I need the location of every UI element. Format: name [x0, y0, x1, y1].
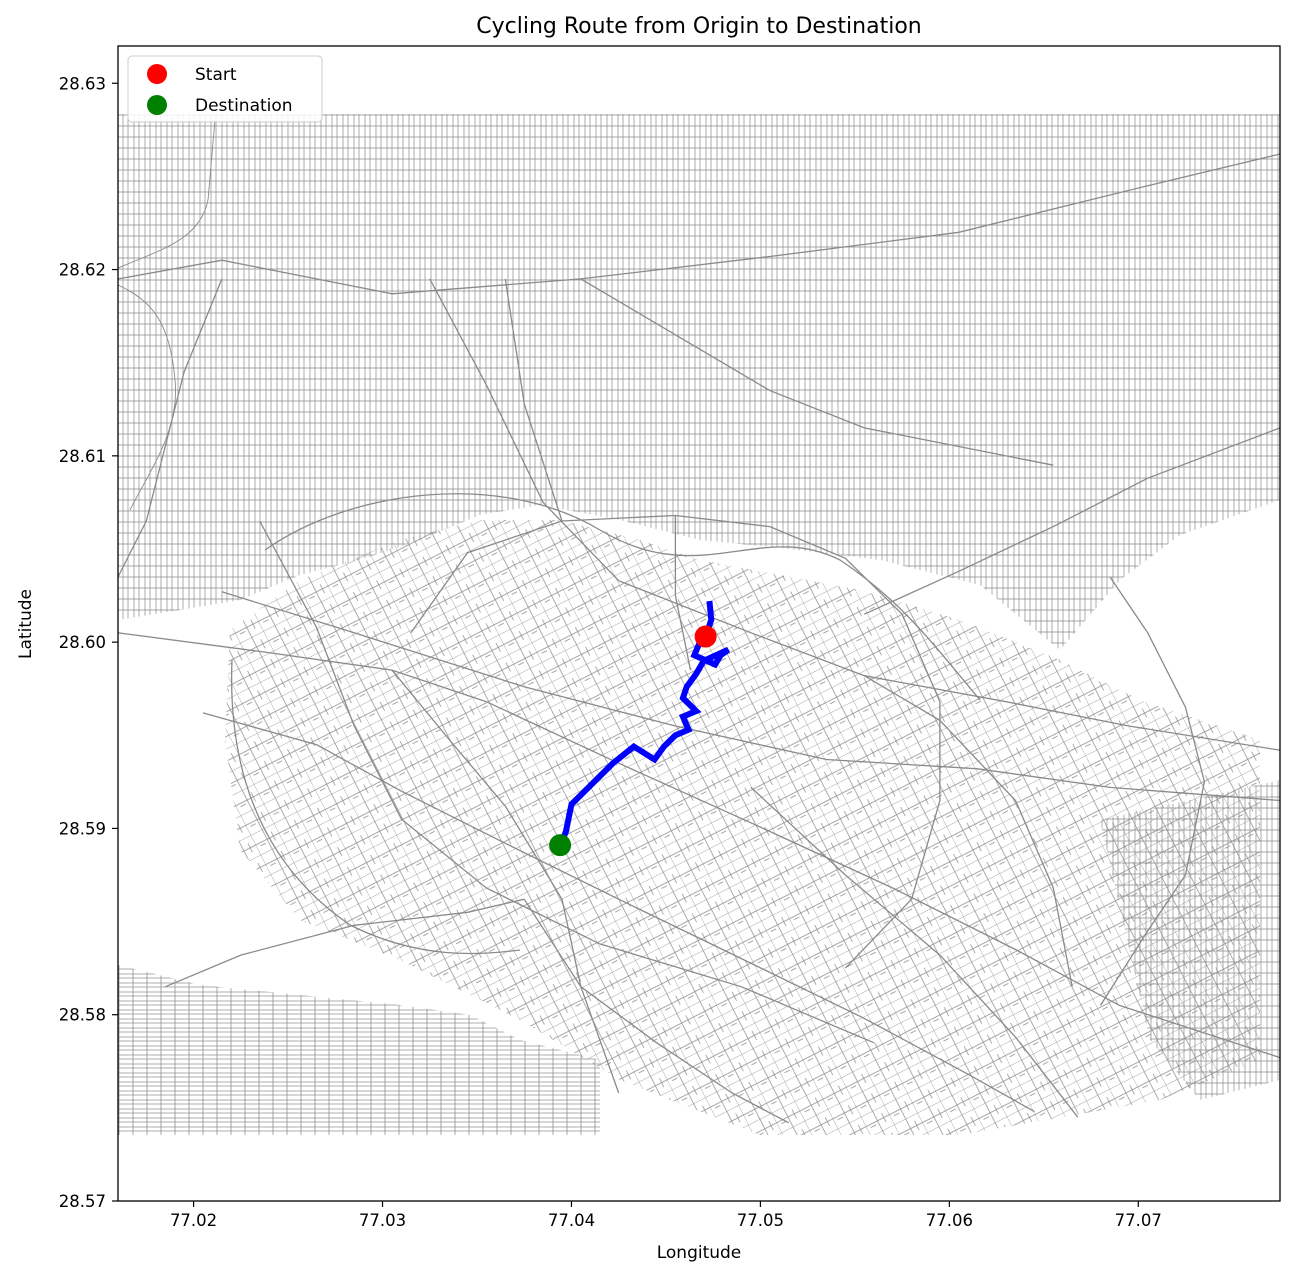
major-road-network: [118, 153, 1280, 1124]
y-tick-label: 28.60: [59, 633, 106, 652]
major-road: [164, 898, 525, 988]
y-tick-label: 28.57: [59, 1192, 106, 1211]
y-axis-ticks: 28.57 28.58 28.59 28.60 28.61 28.62 28.63: [59, 74, 118, 1211]
legend-destination-label: Destination: [195, 96, 293, 116]
start-marker: [694, 625, 717, 648]
y-tick-label: 28.61: [59, 447, 106, 466]
y-tick-label: 28.62: [59, 261, 106, 280]
major-road: [429, 278, 1280, 751]
destination-marker: [549, 834, 572, 857]
major-road: [523, 898, 790, 1124]
y-axis-label: Latitude: [16, 589, 36, 659]
ring-road: [264, 493, 981, 701]
route-layer: [549, 600, 731, 857]
x-tick-label: 77.03: [359, 1211, 406, 1230]
legend-box: [127, 55, 323, 123]
x-tick-label: 77.02: [170, 1211, 217, 1230]
x-tick-label: 77.05: [737, 1211, 784, 1230]
y-tick-label: 28.59: [59, 819, 106, 838]
legend: Start Destination: [127, 55, 323, 123]
major-road: [750, 786, 1079, 1118]
axes-frame: [117, 45, 1281, 1202]
x-tick-label: 77.04: [548, 1211, 595, 1230]
chart-title: Cycling Route from Origin to Destination: [476, 14, 921, 39]
legend-start-label: Start: [195, 65, 237, 85]
major-road: [1099, 576, 1206, 1006]
major-road: [118, 632, 1280, 1059]
street-network: [118, 114, 1280, 1135]
major-road: [674, 515, 692, 671]
major-road: [221, 591, 1280, 802]
y-tick-label: 28.58: [59, 1006, 106, 1025]
major-road: [391, 669, 620, 1094]
major-road: [259, 520, 875, 1044]
y-tick-label: 28.63: [59, 74, 106, 93]
river-bank: [118, 119, 216, 511]
x-axis-ticks: 77.02 77.03 77.04 77.05 77.06 77.07: [170, 1201, 1162, 1230]
cycling-route-line: [557, 600, 731, 847]
major-road: [504, 278, 563, 522]
ring-road-inner: [230, 659, 521, 955]
legend-start-swatch: [147, 64, 167, 84]
major-road: [863, 675, 1073, 987]
major-road: [580, 278, 1054, 466]
major-road: [410, 514, 941, 969]
dense-streets-north: [118, 114, 1280, 650]
x-axis-label: Longitude: [657, 1243, 742, 1263]
legend-destination-swatch: [147, 95, 167, 115]
major-road: [202, 712, 1035, 1113]
dense-streets-southwest: [118, 965, 600, 1135]
major-road: [864, 427, 1280, 615]
x-tick-label: 77.07: [1115, 1211, 1162, 1230]
dense-streets-east: [1100, 780, 1280, 1100]
major-road: [118, 278, 223, 578]
x-tick-label: 77.06: [926, 1211, 973, 1230]
